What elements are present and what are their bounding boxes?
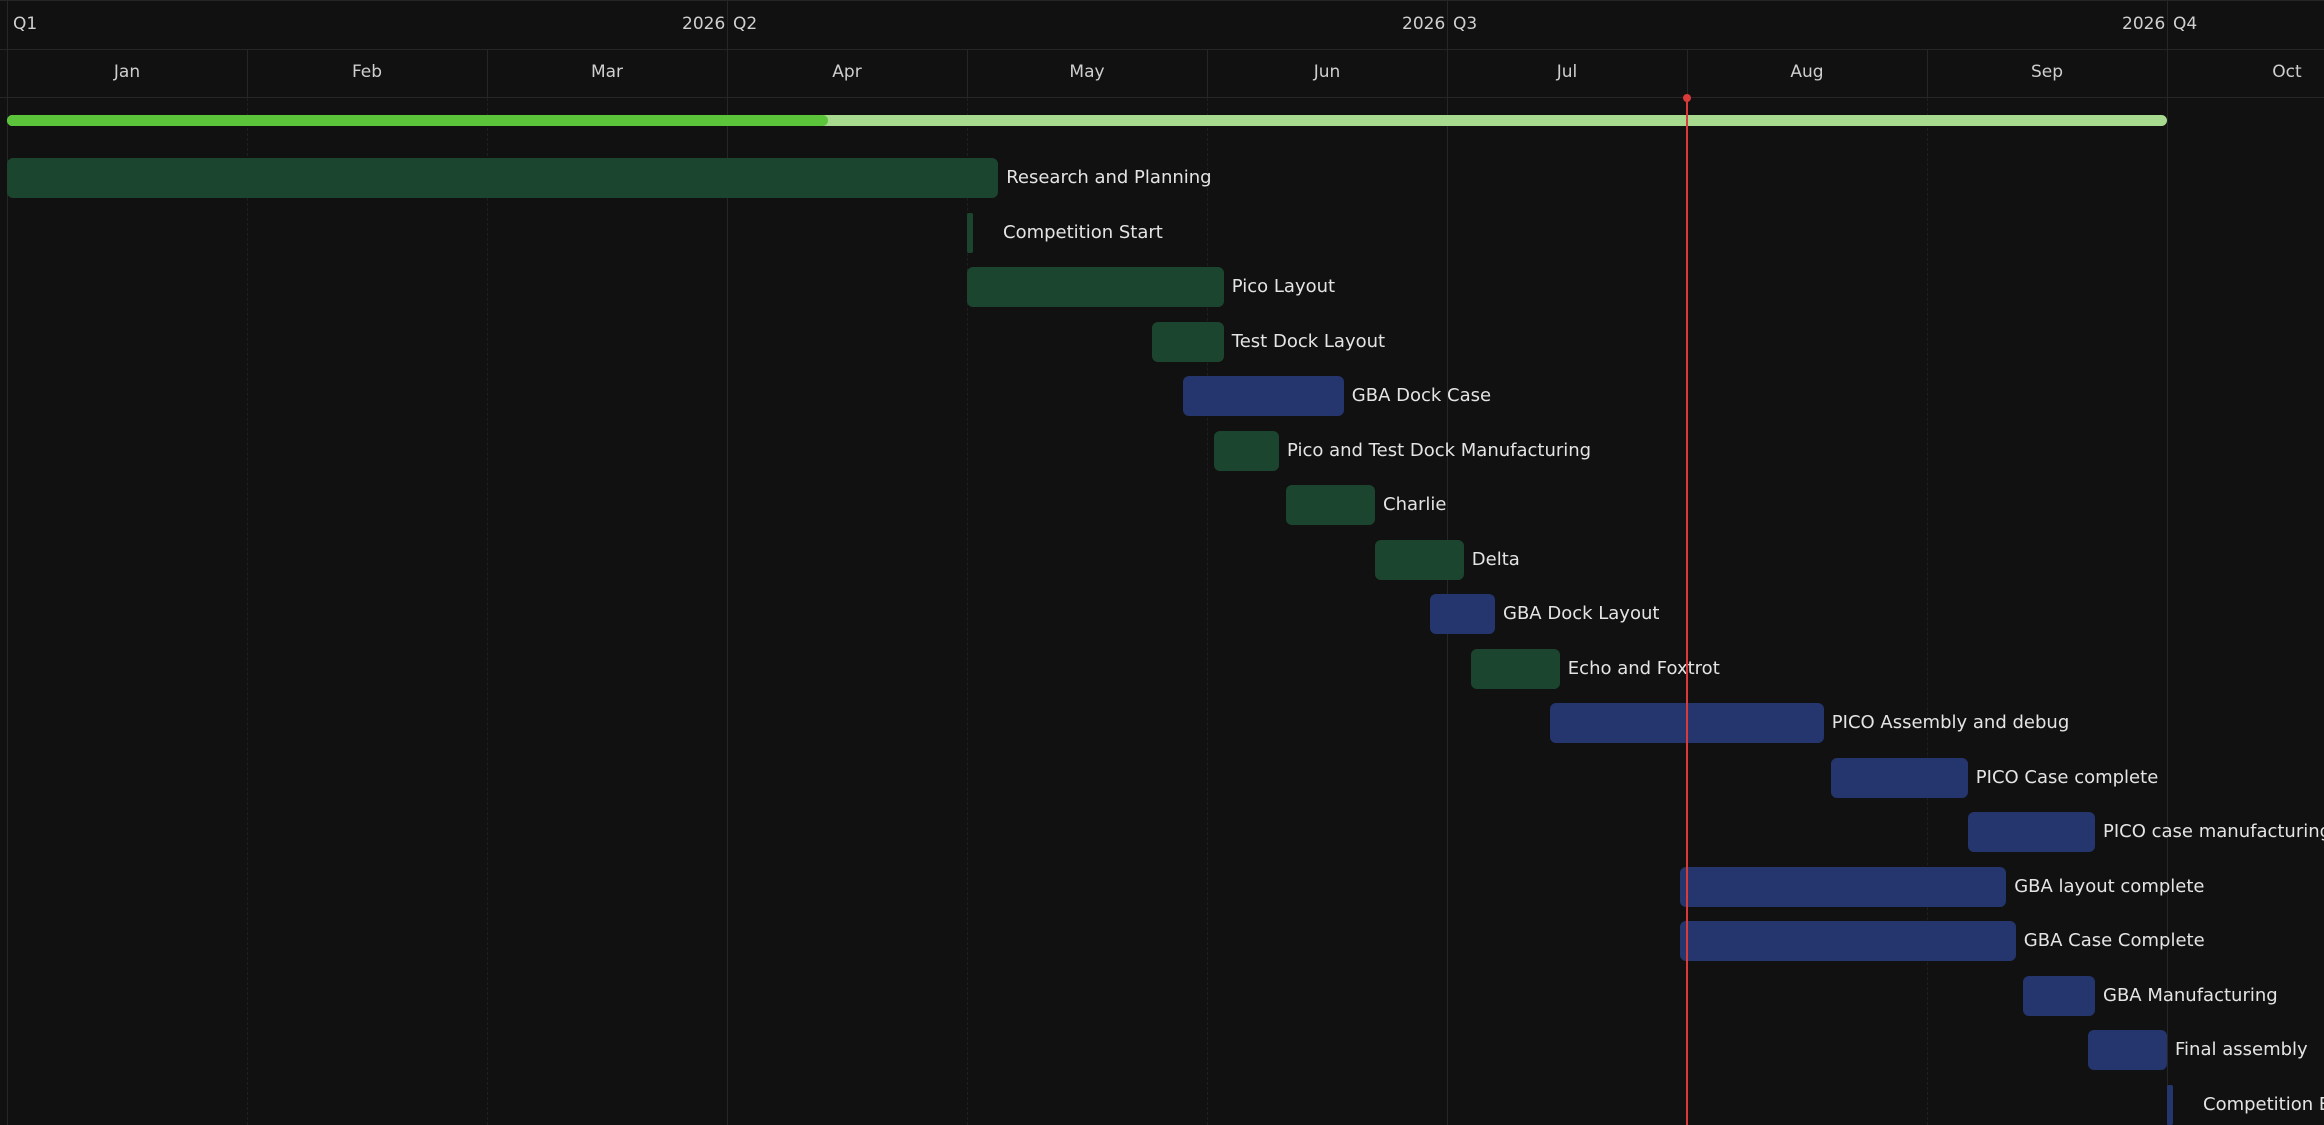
month-label: Aug <box>1790 62 1824 82</box>
task-label: Delta <box>1471 548 1520 570</box>
month-header-divider <box>1687 49 1688 97</box>
month-label: Oct <box>2272 62 2302 82</box>
month-label: Feb <box>351 62 383 82</box>
month-label: Mar <box>590 62 624 82</box>
task-label: PICO case manufacturing <box>2103 821 2324 842</box>
task-label: GBA Dock Layout <box>1503 603 1660 624</box>
task-label: GBA Dock Case <box>1351 385 1492 406</box>
quarter-row-divider <box>0 49 2324 50</box>
task-bar <box>1286 485 1375 525</box>
month-gridline <box>487 98 489 1125</box>
task-bar <box>1679 921 2016 961</box>
month-row-divider <box>0 97 2324 98</box>
month-label: Sep <box>2030 62 2064 82</box>
task-label: Competition End <box>2203 1093 2324 1115</box>
task-bar <box>1430 594 1495 634</box>
quarter-divider <box>2167 0 2168 1125</box>
today-marker-dot <box>1683 94 1691 102</box>
task-label: GBA Case Complete <box>2023 930 2205 951</box>
month-gridline <box>1927 98 1929 1125</box>
task-bar <box>967 267 1224 307</box>
month-gridline <box>1207 98 1209 1125</box>
milestone-marker <box>967 212 973 253</box>
task-label: Research and Planning <box>1006 167 1212 188</box>
task-label: Test Dock Layout <box>1231 330 1386 352</box>
month-header-divider <box>1927 49 1928 97</box>
quarter-label: Q1 <box>13 14 38 34</box>
task-bar <box>1151 321 1224 362</box>
task-bar <box>1967 812 2095 852</box>
task-bar <box>1679 866 2007 907</box>
task-bar <box>7 158 999 198</box>
quarter-year-label: 2026 <box>2122 14 2166 34</box>
quarter-year-label: 2026 <box>682 14 726 34</box>
task-bar <box>1214 430 1279 471</box>
overall-progress-track <box>7 115 2167 126</box>
task-label: Final assembly <box>2175 1039 2308 1060</box>
task-label: Charlie <box>1383 494 1447 515</box>
month-header-divider <box>1207 49 1208 97</box>
task-label: Competition Start <box>1003 221 1163 243</box>
overall-progress-fill <box>7 115 828 126</box>
task-label: Pico Layout <box>1231 276 1336 297</box>
task-bar <box>1471 648 1560 689</box>
month-gridline <box>247 98 249 1125</box>
today-line <box>1686 98 1688 1125</box>
task-label: PICO Case complete <box>1975 766 2159 788</box>
month-label: Apr <box>832 62 862 82</box>
month-header-divider <box>247 49 248 97</box>
task-bar <box>1183 376 1344 416</box>
month-label: May <box>1069 62 1105 82</box>
month-header-divider <box>487 49 488 97</box>
header-divider-top <box>0 0 2324 1</box>
task-bar <box>1831 757 1968 798</box>
quarter-label: Q3 <box>1453 14 1478 34</box>
task-label: GBA layout complete <box>2014 875 2205 897</box>
month-label: Jul <box>1556 62 1578 82</box>
quarter-year-label: 2026 <box>1402 14 1446 34</box>
task-bar <box>2087 1030 2167 1070</box>
task-label: PICO Assembly and debug <box>1831 712 2070 733</box>
month-label: Jun <box>1313 62 1341 82</box>
task-label: Echo and Foxtrot <box>1567 657 1720 679</box>
task-label: GBA Manufacturing <box>2103 984 2278 1006</box>
task-label: Pico and Test Dock Manufacturing <box>1287 439 1592 461</box>
task-bar <box>2023 975 2095 1016</box>
month-gridline <box>967 98 969 1125</box>
month-header-divider <box>967 49 968 97</box>
quarter-divider <box>7 0 8 1125</box>
task-bar <box>1375 539 1464 580</box>
quarter-label: Q4 <box>2173 14 2198 34</box>
month-label: Jan <box>113 62 141 82</box>
milestone-marker <box>2167 1084 2173 1125</box>
quarter-label: Q2 <box>733 14 758 34</box>
quarter-divider <box>727 0 728 1125</box>
